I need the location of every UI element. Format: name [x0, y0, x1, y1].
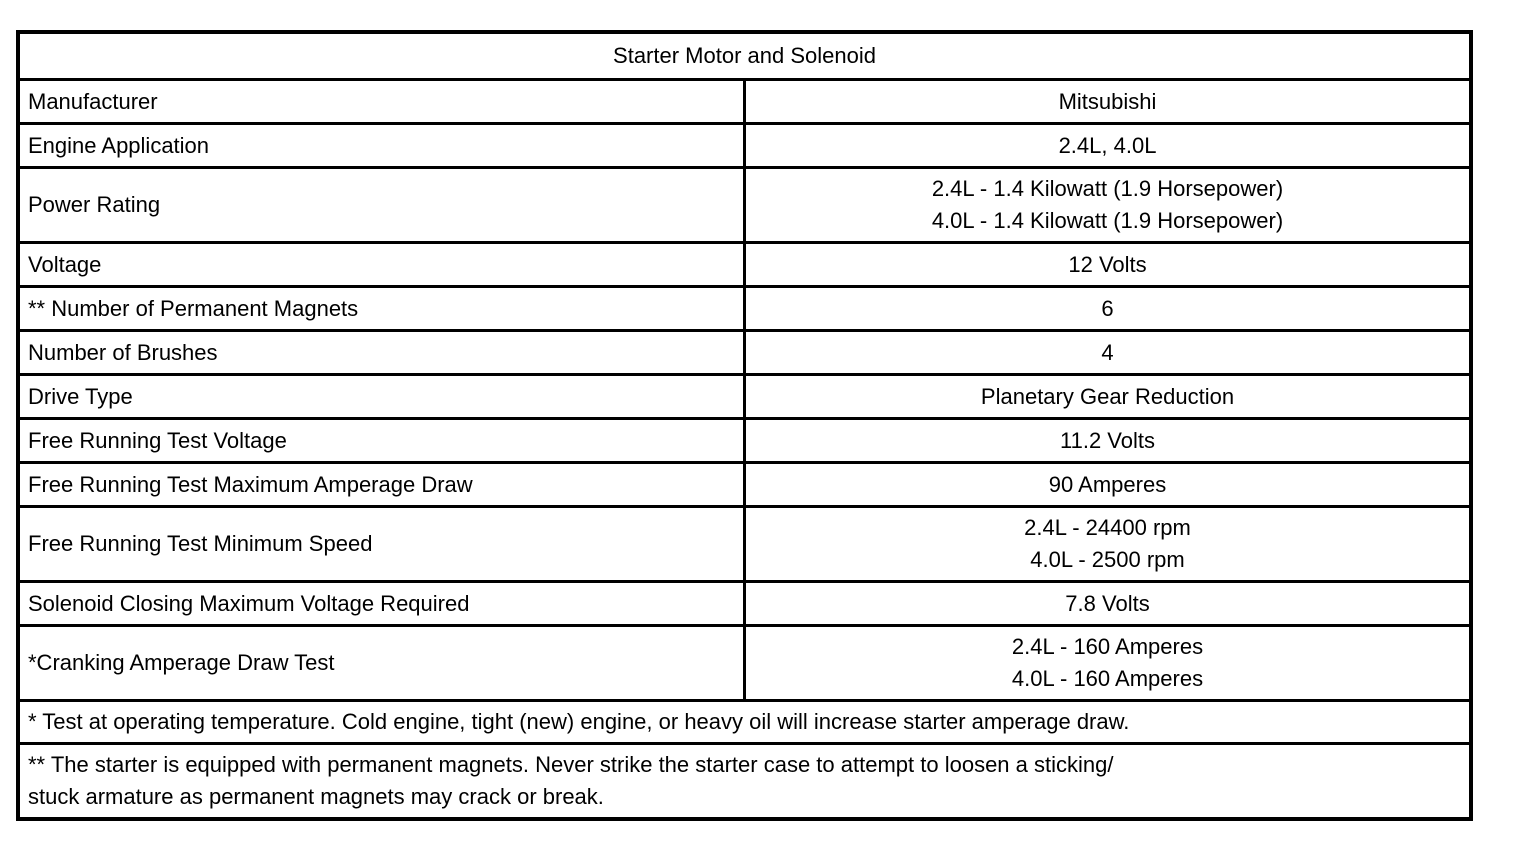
table-row: ** Number of Permanent Magnets 6 [16, 285, 1473, 332]
table-row: Solenoid Closing Maximum Voltage Require… [16, 580, 1473, 627]
footnote-single-asterisk: * Test at operating temperature. Cold en… [16, 699, 1473, 745]
table-row: Free Running Test Minimum Speed 2.4L - 2… [16, 505, 1473, 583]
table-row: Free Running Test Maximum Amperage Draw … [16, 461, 1473, 508]
table-title-row: Starter Motor and Solenoid [16, 30, 1473, 81]
spec-label-permanent-magnets: ** Number of Permanent Magnets [16, 285, 746, 332]
spec-value-power-rating: 2.4L - 1.4 Kilowatt (1.9 Horsepower) 4.0… [743, 166, 1473, 244]
table-title: Starter Motor and Solenoid [16, 30, 1473, 81]
spec-value-free-running-test-voltage: 11.2 Volts [743, 417, 1473, 464]
spec-value-engine-application: 2.4L, 4.0L [743, 122, 1473, 169]
footnote-double-asterisk: ** The starter is equipped with permanen… [16, 742, 1473, 821]
spec-value-permanent-magnets: 6 [743, 285, 1473, 332]
table-row: Drive Type Planetary Gear Reduction [16, 373, 1473, 420]
table-row: *Cranking Amperage Draw Test 2.4L - 160 … [16, 624, 1473, 702]
page: Starter Motor and Solenoid Manufacturer … [0, 30, 1520, 860]
spec-label-voltage: Voltage [16, 241, 746, 288]
spec-value-voltage: 12 Volts [743, 241, 1473, 288]
table-row: Free Running Test Voltage 11.2 Volts [16, 417, 1473, 464]
spec-label-free-running-test-voltage: Free Running Test Voltage [16, 417, 746, 464]
table-row: Number of Brushes 4 [16, 329, 1473, 376]
starter-motor-spec-table: Starter Motor and Solenoid Manufacturer … [16, 30, 1473, 821]
spec-label-solenoid-closing-voltage: Solenoid Closing Maximum Voltage Require… [16, 580, 746, 627]
spec-label-drive-type: Drive Type [16, 373, 746, 420]
spec-label-cranking-amperage-draw: *Cranking Amperage Draw Test [16, 624, 746, 702]
spec-value-cranking-amperage-draw: 2.4L - 160 Amperes 4.0L - 160 Amperes [743, 624, 1473, 702]
spec-value-free-running-max-amperage: 90 Amperes [743, 461, 1473, 508]
footnote-row: * Test at operating temperature. Cold en… [16, 699, 1473, 745]
spec-label-free-running-max-amperage: Free Running Test Maximum Amperage Draw [16, 461, 746, 508]
table-row: Power Rating 2.4L - 1.4 Kilowatt (1.9 Ho… [16, 166, 1473, 244]
table-row: Voltage 12 Volts [16, 241, 1473, 288]
table-row: Engine Application 2.4L, 4.0L [16, 122, 1473, 169]
spec-value-free-running-min-speed: 2.4L - 24400 rpm 4.0L - 2500 rpm [743, 505, 1473, 583]
spec-label-number-of-brushes: Number of Brushes [16, 329, 746, 376]
spec-value-number-of-brushes: 4 [743, 329, 1473, 376]
spec-label-manufacturer: Manufacturer [16, 78, 746, 125]
spec-label-free-running-min-speed: Free Running Test Minimum Speed [16, 505, 746, 583]
spec-label-engine-application: Engine Application [16, 122, 746, 169]
table-row: Manufacturer Mitsubishi [16, 78, 1473, 125]
spec-value-manufacturer: Mitsubishi [743, 78, 1473, 125]
footnote-row: ** The starter is equipped with permanen… [16, 742, 1473, 821]
spec-label-power-rating: Power Rating [16, 166, 746, 244]
spec-value-solenoid-closing-voltage: 7.8 Volts [743, 580, 1473, 627]
spec-value-drive-type: Planetary Gear Reduction [743, 373, 1473, 420]
